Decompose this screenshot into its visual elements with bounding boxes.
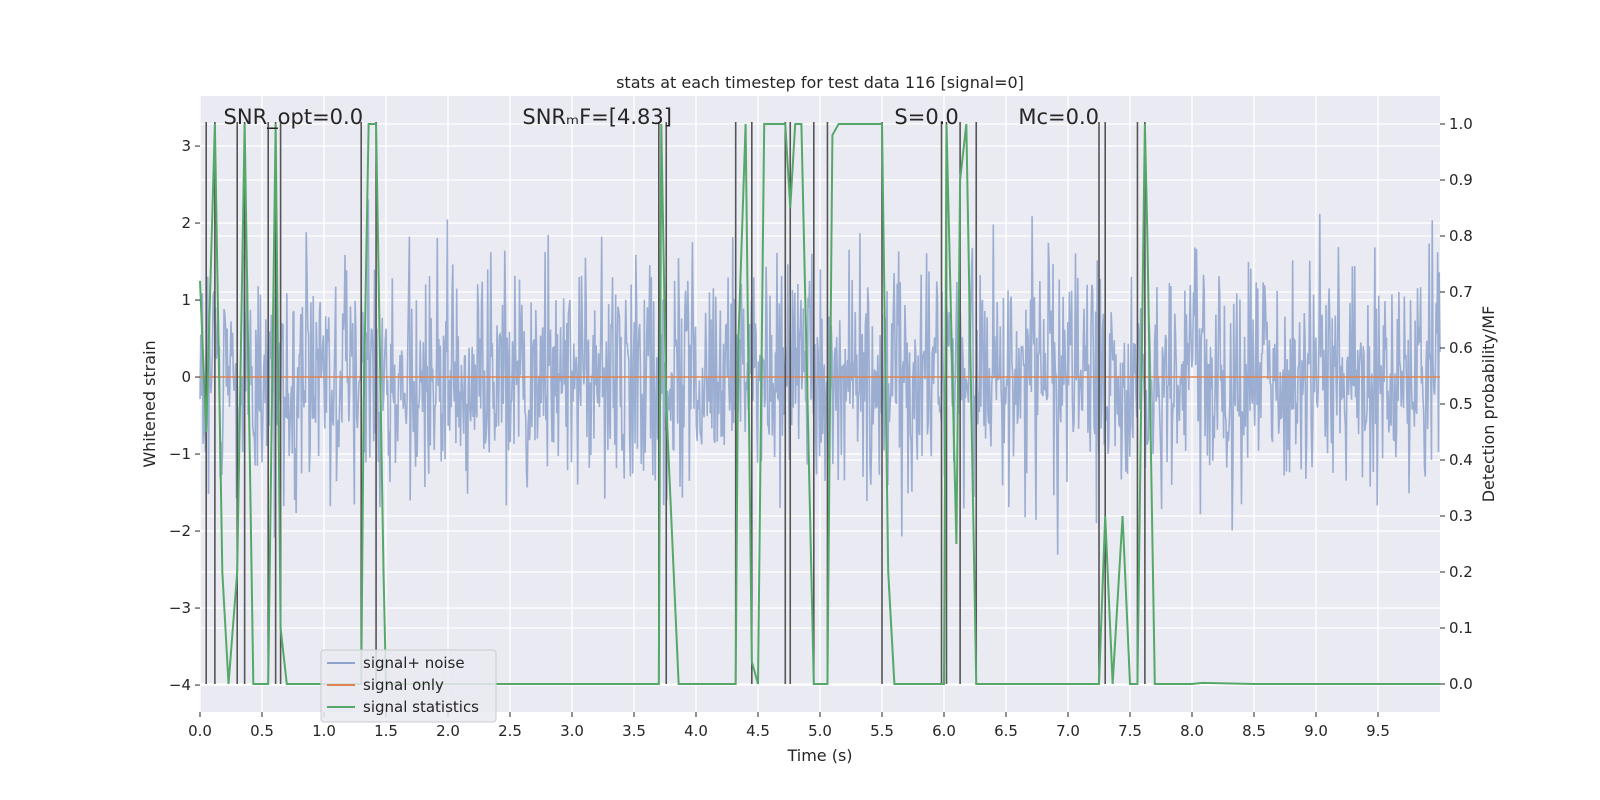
x-tick-label: 8.0	[1180, 722, 1204, 740]
legend: signal+ noise signal only signal statist…	[320, 649, 497, 723]
chart-title: stats at each timestep for test data 116…	[616, 73, 1024, 92]
x-tick-label: 0.5	[250, 722, 274, 740]
series-signal-statistics	[199, 123, 1440, 685]
y2-axis-ticks: 0.0 0.1 0.2 0.3 0.4 0.5 0.6 0.7 0.8 0.9 1.0	[1440, 115, 1473, 693]
x-tick-label: 3.0	[560, 722, 584, 740]
x-tick-label: 3.5	[622, 722, 646, 740]
x-tick-label: 6.5	[994, 722, 1018, 740]
x-tick-label: 9.0	[1304, 722, 1328, 740]
y-tick-label: −1	[169, 445, 191, 463]
y2-tick-label: 0.9	[1449, 171, 1473, 189]
y2-tick-label: 0.0	[1449, 675, 1473, 693]
y-tick-label: −4	[169, 676, 191, 694]
y-axis-ticks: −4 −3 −2 −1 0 1 2 3	[169, 137, 200, 694]
annotation-label: SNRₘF=[4.83]	[522, 105, 672, 129]
x-tick-label: 5.0	[808, 722, 832, 740]
y2-tick-label: 0.2	[1449, 563, 1473, 581]
x-tick-label: 5.5	[870, 722, 894, 740]
y2-tick-label: 0.6	[1449, 339, 1473, 357]
annotation-label: S=0.0	[894, 105, 958, 129]
annotation-label: Mᴄ=0.0	[1018, 105, 1099, 129]
y2-tick-label: 0.5	[1449, 395, 1473, 413]
x-tick-label: 7.5	[1118, 722, 1142, 740]
legend-label-signal-only: signal only	[363, 676, 444, 694]
signal-noise-line	[199, 199, 1441, 555]
x-tick-label: 7.0	[1056, 722, 1080, 740]
series-signal-noise	[199, 199, 1441, 555]
y2-tick-label: 1.0	[1449, 115, 1473, 133]
annotation-label: SNR_opt=0.0	[224, 105, 364, 130]
y2-tick-label: 0.8	[1449, 227, 1473, 245]
y2-axis-label: Detection probability/MF	[1479, 306, 1498, 503]
x-tick-label: 1.5	[374, 722, 398, 740]
x-axis-ticks: 0.0 0.5 1.0 1.5 2.0 2.5 3.0 3.5 4.0 4.5 5.0 5.5 6.0 6…	[188, 712, 1390, 740]
x-tick-label: 1.0	[312, 722, 336, 740]
y2-tick-label: 0.1	[1449, 619, 1473, 637]
y2-tick-label: 0.7	[1449, 283, 1473, 301]
legend-label-signal-noise: signal+ noise	[363, 654, 465, 672]
y-axis-label: Whitened strain	[140, 340, 159, 467]
x-tick-label: 6.0	[932, 722, 956, 740]
y-tick-label: −3	[169, 599, 191, 617]
y-tick-label: 1	[181, 291, 191, 309]
x-tick-label: 8.5	[1242, 722, 1266, 740]
annotations: SNR_opt=0.0 SNRₘF=[4.83] S=0.0 Mᴄ=0.0	[224, 105, 1100, 130]
x-tick-label: 2.5	[498, 722, 522, 740]
y2-tick-label: 0.3	[1449, 507, 1473, 525]
x-tick-label: 4.0	[684, 722, 708, 740]
vertical-markers	[205, 122, 1146, 684]
x-tick-label: 0.0	[188, 722, 212, 740]
y-tick-label: −2	[169, 522, 191, 540]
y-tick-label: 2	[181, 214, 191, 232]
y-tick-label: 3	[181, 137, 191, 155]
x-tick-label: 2.0	[436, 722, 460, 740]
y-tick-label: 0	[181, 368, 191, 386]
x-tick-label: 4.5	[746, 722, 770, 740]
x-tick-label: 9.5	[1366, 722, 1390, 740]
x-axis-label: Time (s)	[786, 746, 852, 765]
legend-box	[320, 649, 497, 723]
legend-label-signal-statistics: signal statistics	[363, 698, 479, 716]
y2-tick-label: 0.4	[1449, 451, 1473, 469]
